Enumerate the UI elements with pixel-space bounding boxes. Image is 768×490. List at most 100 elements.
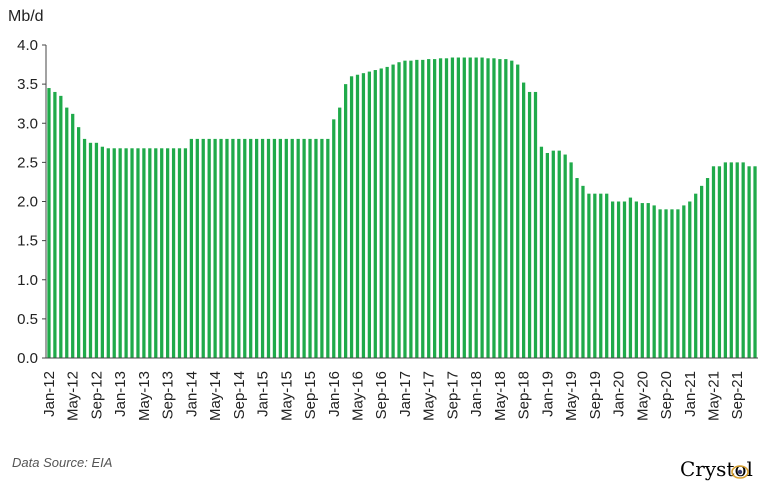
bar	[581, 185, 585, 358]
bar	[622, 201, 627, 358]
bar	[717, 166, 722, 358]
bar	[219, 138, 223, 358]
bar	[516, 64, 520, 358]
bar	[361, 73, 366, 359]
y-axis: 0.0 0.5 1.0 1.5 2.0 2.5 3.0 3.5 4.0	[17, 37, 46, 367]
bar	[278, 138, 282, 358]
x-tick-label: Jan-20	[611, 371, 628, 417]
bar	[100, 146, 104, 358]
bar	[735, 162, 739, 359]
logo-dot-icon	[737, 469, 743, 475]
bar	[438, 58, 443, 359]
y-tick-label: 0.0	[17, 350, 38, 367]
bar	[106, 148, 110, 358]
bar	[450, 57, 455, 359]
bar	[296, 138, 300, 358]
bar	[88, 142, 93, 358]
data-source-note: Data Source: EIA	[12, 455, 113, 470]
bar	[522, 82, 526, 358]
bar	[249, 138, 253, 358]
bar	[575, 178, 579, 358]
bar	[391, 64, 395, 358]
bar	[670, 209, 674, 358]
bar	[379, 68, 383, 358]
x-tick-label: May-21	[706, 371, 723, 421]
bar	[705, 178, 710, 358]
bar	[53, 91, 57, 358]
bar	[456, 57, 460, 359]
bar	[415, 59, 419, 359]
bar	[130, 148, 134, 358]
y-tick-label: 2.5	[17, 154, 38, 171]
bar	[166, 148, 170, 358]
bar	[551, 150, 555, 358]
x-tick-label: Jan-12	[41, 371, 58, 417]
x-tick-label: May-18	[492, 371, 509, 421]
bar	[664, 209, 668, 358]
bar	[201, 138, 205, 358]
bar	[367, 71, 371, 358]
x-tick-label: Jan-19	[539, 371, 556, 417]
bar	[545, 152, 549, 358]
bar	[747, 166, 751, 358]
bar	[599, 193, 603, 358]
bar	[587, 193, 591, 358]
bar	[711, 166, 716, 358]
x-tick-label: May-13	[136, 371, 153, 421]
bar	[148, 148, 152, 358]
bar	[302, 138, 306, 358]
x-tick-label: Sep-19	[587, 371, 604, 419]
bar	[385, 66, 389, 358]
bar	[189, 138, 193, 358]
x-tick-label: Jan-15	[255, 371, 272, 417]
bar	[344, 84, 348, 359]
bar	[213, 138, 217, 358]
x-tick-label: May-15	[278, 371, 295, 421]
bar	[539, 146, 544, 358]
bar	[433, 59, 437, 359]
bar	[646, 203, 650, 358]
x-tick-label: Sep-16	[373, 371, 390, 419]
bar	[634, 201, 638, 358]
bar	[260, 138, 265, 358]
bar	[308, 138, 312, 358]
bar	[349, 76, 354, 359]
bar	[605, 193, 609, 358]
x-tick-label: May-20	[634, 371, 651, 421]
x-tick-label: May-19	[563, 371, 580, 421]
logo-swoosh-icon	[731, 465, 749, 479]
bar	[255, 138, 259, 358]
bar	[504, 59, 508, 359]
bar	[118, 148, 122, 358]
bar	[492, 58, 496, 359]
x-tick-label: Sep-14	[231, 371, 248, 419]
bar	[652, 205, 656, 358]
bar	[65, 107, 69, 358]
bar	[427, 59, 431, 359]
bar	[243, 138, 247, 358]
bar	[373, 70, 377, 358]
bar	[694, 193, 698, 358]
bar	[142, 148, 146, 358]
bar-series	[47, 57, 757, 359]
x-tick-label: May-16	[350, 371, 367, 421]
bar	[160, 148, 164, 358]
bar	[332, 119, 336, 358]
bar	[355, 74, 360, 359]
bar	[124, 148, 128, 358]
bar	[723, 162, 727, 359]
y-tick-label: 4.0	[17, 37, 38, 54]
y-tick-label: 3.5	[17, 76, 38, 93]
bar	[676, 209, 680, 358]
bar	[498, 59, 502, 359]
bar	[682, 205, 686, 358]
bar	[510, 60, 514, 359]
x-tick-label: May-14	[207, 371, 224, 421]
bar	[741, 162, 745, 359]
x-tick-label: Sep-15	[302, 371, 319, 419]
bar	[611, 201, 615, 358]
y-axis-unit-label: Mb/d	[8, 8, 44, 25]
bar	[533, 91, 538, 358]
bar	[320, 138, 324, 358]
bar	[403, 60, 407, 359]
